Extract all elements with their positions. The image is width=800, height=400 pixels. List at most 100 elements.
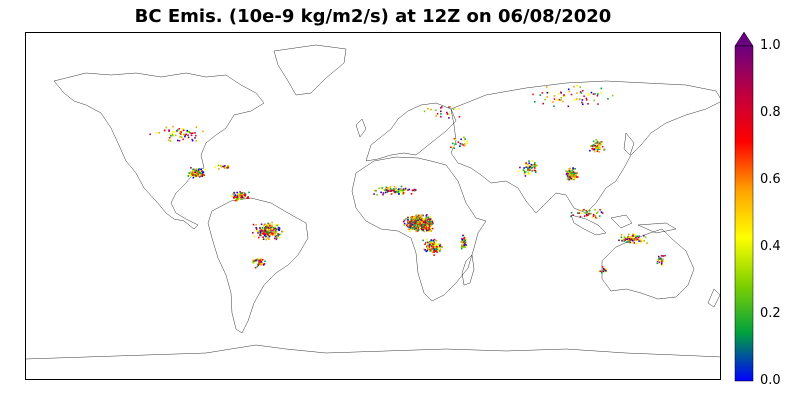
emission-point: [421, 229, 423, 231]
emission-point: [192, 168, 195, 171]
emission-point: [429, 218, 432, 220]
coastline-japan: [623, 132, 635, 156]
emission-point: [460, 247, 463, 250]
emission-point: [589, 213, 591, 215]
emission-point: [568, 177, 570, 180]
emission-point: [560, 99, 562, 101]
emission-point: [414, 222, 417, 225]
emission-point: [463, 145, 466, 147]
emission-point: [625, 241, 628, 243]
emission-point: [415, 214, 418, 216]
emission-point: [260, 226, 262, 229]
emission-point: [257, 263, 259, 266]
emission-point: [183, 133, 185, 136]
emission-point: [570, 171, 572, 173]
emission-point: [525, 166, 527, 168]
emission-point: [598, 146, 600, 149]
emission-point: [425, 215, 428, 217]
emission-point: [661, 264, 664, 267]
emission-point: [409, 227, 412, 229]
emission-point: [527, 173, 530, 176]
emission-point: [598, 270, 601, 273]
emission-point: [397, 190, 400, 192]
emission-point: [528, 160, 530, 162]
emission-point: [463, 139, 465, 142]
emission-point: [570, 170, 572, 172]
emission-point: [592, 140, 595, 143]
emission-point: [257, 264, 260, 266]
emission-point: [585, 214, 588, 217]
emission-point: [594, 208, 596, 211]
emission-point: [571, 174, 573, 177]
emission-point: [660, 262, 663, 264]
emission-point: [422, 222, 425, 225]
emission-point: [265, 225, 267, 228]
emission-point: [519, 166, 521, 169]
emission-point: [420, 214, 422, 217]
emission-point: [384, 191, 387, 194]
emission-point: [600, 87, 603, 90]
coastline-south-america: [207, 197, 309, 334]
emission-point: [411, 221, 414, 223]
emission-point: [578, 209, 581, 212]
emission-point: [234, 198, 237, 200]
emission-point: [523, 172, 526, 175]
emission-point: [424, 217, 427, 219]
emission-point: [579, 86, 581, 88]
emission-point: [243, 192, 246, 194]
emission-point: [240, 192, 242, 194]
emission-point: [196, 171, 198, 174]
emission-point: [263, 234, 266, 237]
coastline-indonesia: [570, 214, 677, 236]
emission-point: [417, 229, 419, 231]
emission-point: [237, 193, 240, 195]
emission-point: [201, 172, 204, 175]
emission-point: [565, 170, 567, 172]
emission-point: [182, 138, 184, 141]
emission-point: [563, 95, 566, 98]
world-map: [26, 44, 720, 360]
emission-point: [424, 249, 426, 251]
emission-point: [260, 261, 263, 264]
emission-point: [174, 131, 177, 133]
emission-point: [626, 237, 628, 240]
emission-point: [457, 141, 460, 143]
emission-point: [409, 230, 411, 232]
emission-point: [426, 249, 428, 252]
emission-point: [231, 195, 233, 197]
emission-point: [257, 232, 259, 234]
emission-point: [534, 167, 536, 169]
emission-point: [275, 238, 278, 241]
emission-point: [573, 172, 576, 174]
emission-point: [602, 270, 605, 273]
emission-point: [419, 227, 421, 230]
emission-point: [463, 243, 465, 245]
emission-point: [233, 197, 235, 199]
emission-point: [399, 188, 402, 191]
emission-point: [422, 218, 424, 221]
emission-point: [435, 250, 437, 252]
emission-point: [422, 224, 424, 227]
emission-point: [421, 226, 424, 229]
emission-point: [601, 272, 603, 274]
emission-point: [415, 230, 418, 233]
emission-point: [463, 246, 466, 248]
emission-point: [271, 233, 274, 236]
emission-point: [197, 169, 200, 171]
emission-point: [635, 235, 637, 238]
emission-point: [639, 238, 642, 240]
emission-point: [413, 224, 416, 227]
emission-point: [262, 232, 265, 234]
emission-point: [261, 238, 264, 240]
emission-point: [605, 268, 608, 271]
emission-point: [278, 227, 281, 229]
emission-point: [465, 244, 468, 246]
emission-point: [424, 227, 427, 229]
emission-point: [269, 224, 271, 227]
emission-point: [416, 222, 419, 224]
emission-point: [562, 100, 564, 103]
emission-point: [373, 193, 375, 195]
emission-point: [582, 103, 584, 106]
emission-point: [253, 235, 256, 238]
emission-point: [583, 215, 586, 217]
